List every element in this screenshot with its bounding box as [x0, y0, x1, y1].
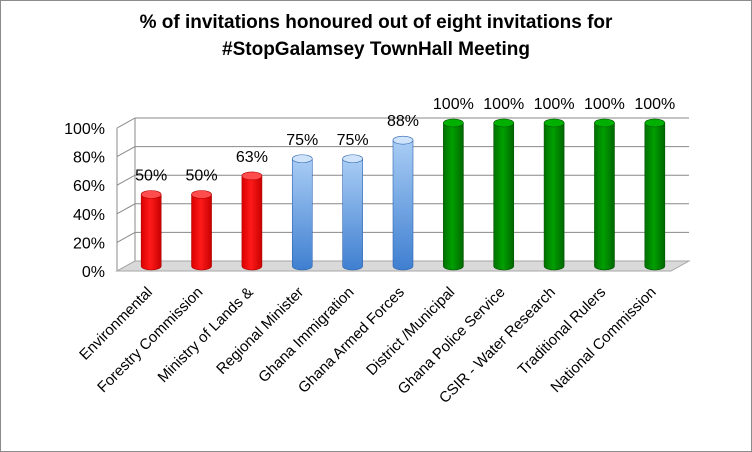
- bar: [543, 118, 565, 271]
- bar: [443, 118, 464, 271]
- bar: [594, 118, 615, 271]
- data-label: 50%: [186, 168, 218, 185]
- y-tick-label: 60%: [73, 178, 105, 195]
- bar-top: [644, 118, 666, 128]
- bar-body: [241, 175, 263, 271]
- bar: [140, 190, 162, 271]
- bars-layer: [140, 118, 666, 271]
- bar-body: [594, 122, 615, 271]
- gridline-depth: [116, 174, 136, 186]
- bar: [291, 154, 313, 271]
- chart-title: % of invitations honoured out of eight i…: [1, 9, 751, 63]
- bar-body: [443, 122, 464, 271]
- y-tick-label: 40%: [73, 207, 105, 224]
- y-tick-label: 100%: [64, 121, 105, 138]
- bar-top: [291, 154, 313, 164]
- y-tick-label: 80%: [73, 150, 105, 167]
- category-label: District /Municipal: [363, 284, 458, 379]
- bar: [644, 118, 666, 271]
- data-label: 50%: [135, 168, 167, 185]
- bar-body: [191, 194, 212, 271]
- bar-body: [644, 122, 666, 271]
- category-label: Ministry of Lands &: [155, 284, 257, 386]
- bar-body: [392, 139, 414, 271]
- bar-top: [241, 171, 263, 181]
- category-label: Ghana Immigration: [255, 284, 357, 386]
- bar-body: [291, 158, 313, 271]
- category-label: Regional Minister: [213, 284, 307, 378]
- bar-top: [543, 118, 565, 128]
- bar-body: [493, 122, 515, 271]
- data-label: 100%: [584, 96, 625, 113]
- gridline-depth: [116, 231, 136, 243]
- bar-body: [543, 122, 565, 271]
- bar: [191, 190, 212, 271]
- chart-title-line-1: % of invitations honoured out of eight i…: [139, 12, 613, 33]
- data-label: 75%: [286, 132, 318, 149]
- bar-top: [191, 190, 212, 199]
- gridline-depth: [116, 146, 136, 158]
- bar-top: [493, 118, 515, 128]
- bar: [392, 135, 414, 271]
- data-label: 100%: [483, 96, 524, 113]
- y-tick-label: 0%: [82, 264, 105, 281]
- bar-top: [140, 190, 162, 199]
- bar-body: [342, 158, 363, 271]
- gridline-depth: [116, 117, 136, 129]
- data-label: 63%: [236, 149, 268, 166]
- bar-top: [392, 135, 414, 145]
- data-label: 100%: [433, 96, 474, 113]
- data-label: 88%: [387, 113, 419, 130]
- bar-top: [443, 118, 464, 128]
- bar-body: [140, 194, 162, 271]
- data-label: 75%: [337, 132, 369, 149]
- bar: [241, 171, 263, 271]
- gridline-depth: [116, 203, 136, 215]
- y-tick-label: 20%: [73, 235, 105, 252]
- bar: [342, 154, 363, 271]
- bar-top: [342, 154, 363, 164]
- bar-top: [594, 118, 615, 128]
- bar: [493, 118, 515, 271]
- chart-title-line-2: #StopGalamsey TownHall Meeting: [222, 39, 530, 60]
- data-label: 100%: [634, 96, 675, 113]
- category-label: Traditional Rulers: [515, 284, 610, 379]
- data-label: 100%: [534, 96, 575, 113]
